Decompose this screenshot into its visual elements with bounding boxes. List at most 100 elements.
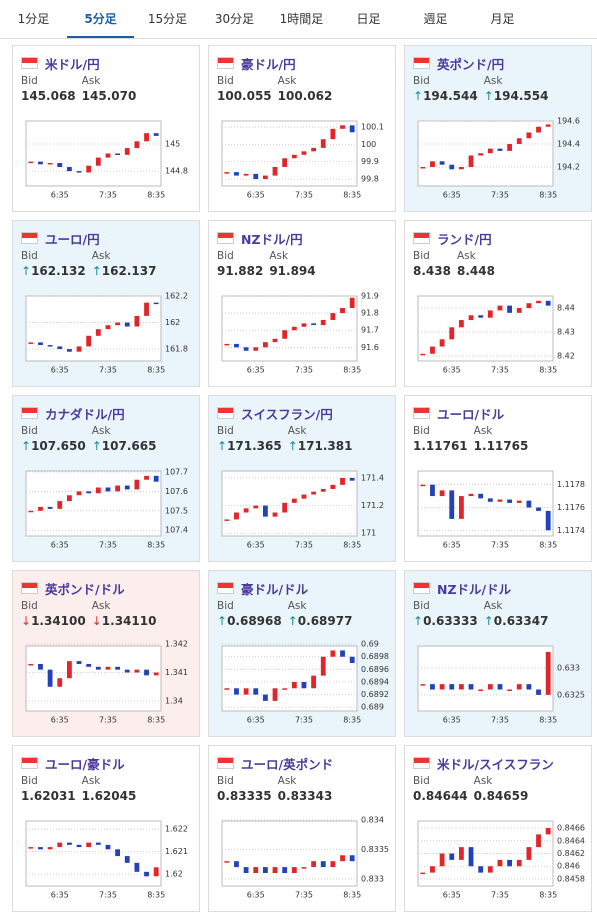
tab[interactable]: 5分足 xyxy=(67,0,134,38)
bid-value: 100.055 xyxy=(217,89,272,103)
x-tick-label: 8:35 xyxy=(539,191,557,200)
quote: Bid Ask ↑0.63333 ↑0.63347 xyxy=(413,600,548,628)
flag-icon xyxy=(21,407,38,419)
y-tick-label: 107.4 xyxy=(165,526,188,535)
quote-card[interactable]: ユーロ/ドル Bid Ask 1.11761 1.11765 1.1178 1.1176 1.… xyxy=(404,395,592,562)
quote-card[interactable]: NZドル/円 Bid Ask 91.882 91.894 91.9 91.8 91.7 91.6… xyxy=(208,220,396,387)
candle xyxy=(272,867,278,873)
candle xyxy=(536,689,541,695)
plot-frame xyxy=(221,645,358,712)
arrow: ↑ xyxy=(287,439,298,453)
ask-value: ↑0.63347 xyxy=(484,614,549,628)
candle xyxy=(105,325,111,330)
y-tick-label: 107.5 xyxy=(165,506,188,515)
candle xyxy=(430,684,435,690)
candle xyxy=(536,834,541,848)
y-tick-label: 0.69 xyxy=(361,640,379,649)
candle xyxy=(545,124,551,127)
x-tick-label: 6:35 xyxy=(443,366,461,375)
quote-card[interactable]: NZドル/ドル Bid Ask ↑0.63333 ↑0.63347 0.633 0.6325… xyxy=(404,570,592,737)
tab[interactable]: 1時間足 xyxy=(279,12,324,26)
candle xyxy=(224,519,230,521)
x-tick-label: 7:35 xyxy=(491,191,509,200)
quote-card[interactable]: 米ドル/円 Bid Ask 145.068 145.070 145 144.8 6:35 7:3… xyxy=(12,45,200,212)
x-tick-label: 8:35 xyxy=(343,366,361,375)
candle xyxy=(262,175,268,180)
quote-card[interactable]: 豪ドル/円 Bid Ask 100.055 100.062 100.1 100 99.9 99.… xyxy=(208,45,396,212)
candle xyxy=(478,689,484,692)
pair-title: ランド/円 xyxy=(437,232,492,247)
candle xyxy=(439,684,445,690)
candle xyxy=(458,847,464,860)
quote-card[interactable]: 英ポンド/ドル Bid Ask ↓1.34100 ↓1.34110 1.342 1.341 1… xyxy=(12,570,200,737)
tab[interactable]: 1分足 xyxy=(17,12,50,26)
x-tick-label: 6:35 xyxy=(51,716,69,725)
ask-label: Ask xyxy=(91,425,111,437)
candle xyxy=(458,167,464,170)
tab[interactable]: 15分足 xyxy=(147,12,188,26)
plot-frame xyxy=(417,295,554,362)
candle xyxy=(349,855,355,862)
y-tick-label: 1.341 xyxy=(165,668,188,677)
quote-card[interactable]: カナダドル/円 Bid Ask ↑107.650 ↑107.665 107.7 107.6 1… xyxy=(12,395,200,562)
candle xyxy=(76,171,82,173)
y-tick-label: 0.6892 xyxy=(361,690,389,699)
tab[interactable]: 日足 xyxy=(356,12,381,26)
y-tick-label: 0.8335 xyxy=(361,845,389,854)
x-tick-label: 7:35 xyxy=(295,541,313,550)
candle xyxy=(253,867,259,873)
bid-label: Bid xyxy=(413,600,430,612)
quote-card[interactable]: 英ポンド/円 Bid Ask ↑194.544 ↑194.554 194.6 194.4 19… xyxy=(404,45,592,212)
candle xyxy=(224,688,230,690)
candle xyxy=(86,491,92,494)
candle xyxy=(253,347,259,351)
candle xyxy=(253,173,259,180)
candle xyxy=(76,346,82,352)
candle xyxy=(282,330,288,339)
bid-price: 8.438 xyxy=(413,264,451,278)
y-tick-label: 194.2 xyxy=(557,163,580,172)
quote-card[interactable]: 豪ドル/ドル Bid Ask ↑0.68968 ↑0.68977 0.69 0.6898 0.… xyxy=(208,570,396,737)
quote-card[interactable]: ランド/円 Bid Ask 8.438 8.448 8.44 8.43 8.42 6:35 7:3… xyxy=(404,220,592,387)
y-tick-label: 107.7 xyxy=(165,467,188,476)
candle xyxy=(458,496,464,519)
candle xyxy=(311,323,317,326)
quote: Bid Ask 91.882 91.894 xyxy=(217,250,316,278)
mini-chart: 91.9 91.8 91.7 91.6 6:35 7:35 8:35 xyxy=(221,292,379,375)
quote-card[interactable]: ユーロ/円 Bid Ask ↑162.132 ↑162.137 162.2 162 161.8… xyxy=(12,220,200,387)
candle xyxy=(420,684,426,686)
candle xyxy=(468,493,474,497)
y-tick-label: 162 xyxy=(165,318,180,327)
quote-card[interactable]: 米ドル/スイスフラン Bid Ask 0.84644 0.84659 0.8466 0.84… xyxy=(404,745,592,912)
tab[interactable]: 月足 xyxy=(490,12,515,26)
ask-value: 1.11765 xyxy=(474,439,529,453)
pair-title: ユーロ/豪ドル xyxy=(45,757,125,772)
y-tick-label: 194.4 xyxy=(557,140,580,149)
y-tick-label: 171 xyxy=(361,529,376,538)
quote-card[interactable]: ユーロ/英ポンド Bid Ask 0.83335 0.83343 0.834 0.8335 0… xyxy=(208,745,396,912)
candle xyxy=(28,161,34,164)
ask-value: 0.83343 xyxy=(278,789,333,803)
candle xyxy=(134,862,140,872)
candle xyxy=(38,342,43,346)
candle xyxy=(320,319,326,326)
y-tick-label: 0.8464 xyxy=(557,836,585,845)
bid-price: 91.882 xyxy=(217,264,264,278)
quote-card[interactable]: ユーロ/豪ドル Bid Ask 1.62031 1.62045 1.622 1.621 1.6… xyxy=(12,745,200,912)
tab[interactable]: 30分足 xyxy=(214,12,255,26)
y-tick-label: 107.6 xyxy=(165,487,188,496)
candle xyxy=(301,494,307,499)
mini-chart: 0.8466 0.8464 0.8462 0.846 0.8458 6:35 7:35 8:3… xyxy=(417,820,585,900)
mini-chart: 107.7 107.6 107.5 107.4 6:35 7:35 8:35 xyxy=(25,467,188,550)
pair-title: 米ドル/スイスフラン xyxy=(437,757,554,772)
tab[interactable]: 週足 xyxy=(423,12,448,26)
quote: Bid Ask ↑107.650 ↑107.665 xyxy=(21,425,156,453)
mini-chart: 194.6 194.4 194.2 6:35 7:35 8:35 xyxy=(417,117,580,200)
candle xyxy=(86,663,92,667)
candle xyxy=(66,842,72,845)
y-tick-label: 0.8466 xyxy=(557,824,585,833)
quote-card[interactable]: スイスフラン/円 Bid Ask ↑171.365 ↑171.381 171.4 171.2… xyxy=(208,395,396,562)
candle xyxy=(340,307,345,314)
ask-label: Ask xyxy=(91,600,111,612)
